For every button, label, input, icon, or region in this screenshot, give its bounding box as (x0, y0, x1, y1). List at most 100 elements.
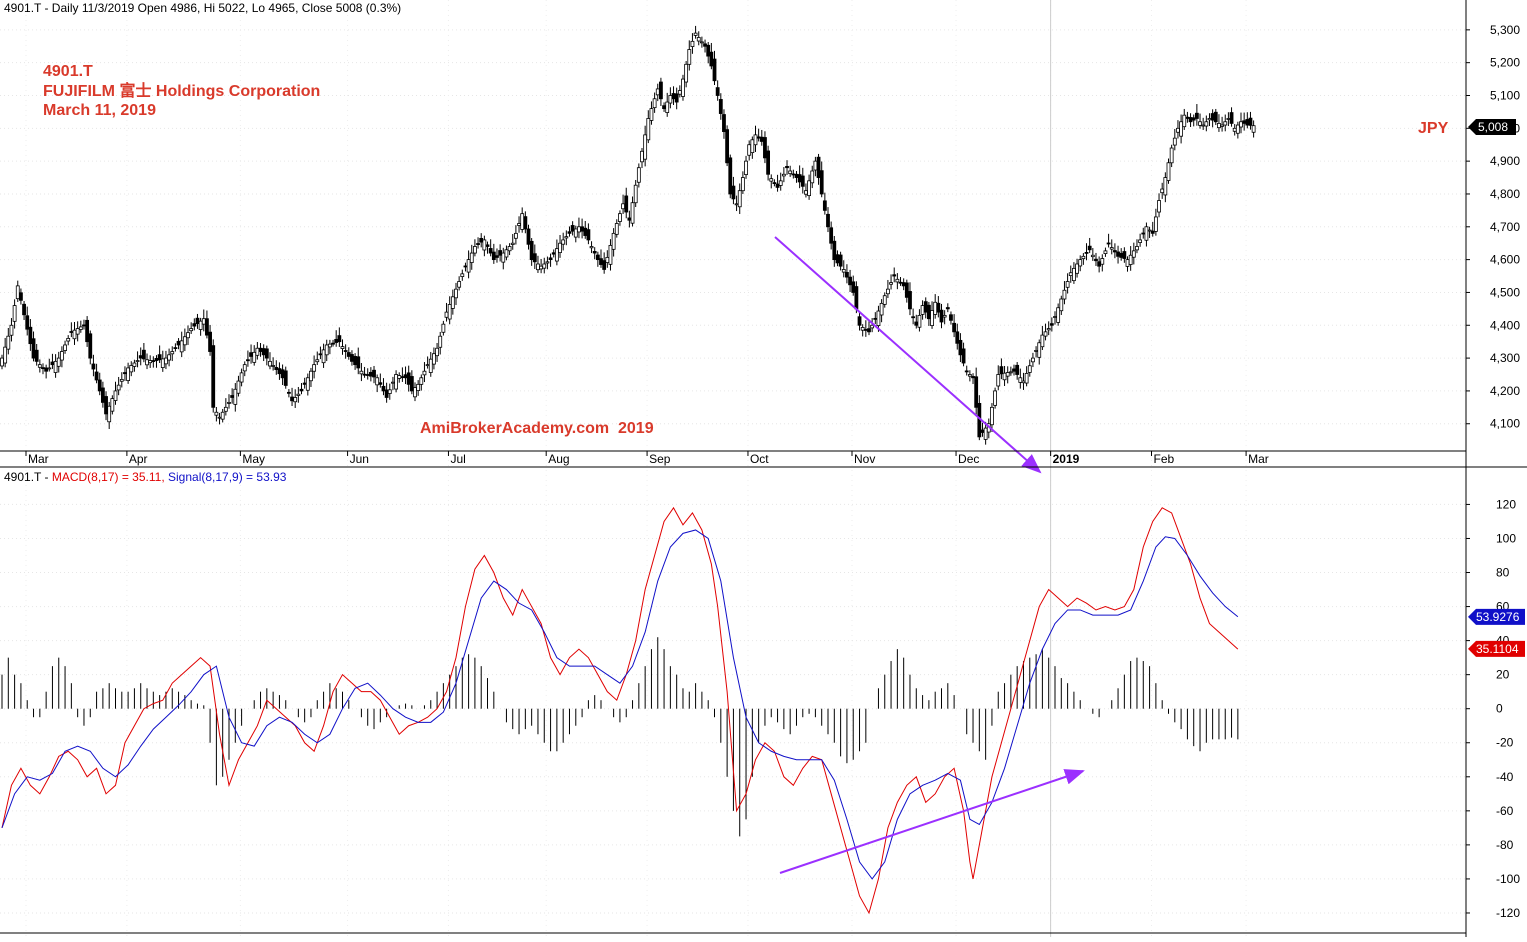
candle (69, 322, 74, 338)
candle (1106, 233, 1111, 248)
candle (113, 381, 118, 405)
candle-body (145, 359, 149, 366)
candle (318, 346, 323, 360)
candle (19, 288, 23, 305)
candle (321, 343, 326, 368)
candle (173, 343, 178, 352)
candle-body (845, 272, 849, 278)
macd-y-tick-label: -40 (1496, 770, 1514, 784)
candle (305, 373, 310, 396)
candle-body (1097, 261, 1102, 267)
candle-body (110, 398, 115, 412)
candle (170, 346, 175, 362)
candle-body (949, 314, 953, 321)
candle-body (510, 242, 515, 245)
candle-body (1191, 117, 1196, 121)
candle (640, 148, 644, 169)
candle-body (249, 352, 253, 357)
candle (589, 241, 594, 254)
candle (904, 279, 909, 303)
candle (258, 342, 263, 357)
candle-body (261, 348, 266, 356)
month-label: May (242, 452, 265, 466)
candle-body (747, 144, 752, 156)
candle-body (1188, 117, 1193, 123)
candle (1012, 364, 1016, 376)
candle (892, 267, 897, 283)
candle (520, 207, 525, 233)
candle-body (564, 236, 569, 239)
candle (536, 255, 540, 273)
candle-body (640, 150, 644, 163)
candle (1188, 113, 1193, 128)
candle (860, 324, 865, 337)
candle (91, 354, 96, 377)
candle (296, 386, 301, 403)
candle (1179, 114, 1184, 144)
candle (236, 375, 241, 397)
candle-body (595, 254, 600, 261)
candle-body (148, 360, 153, 364)
candle-body (873, 317, 878, 320)
candle (233, 383, 238, 412)
candle-body (561, 239, 566, 245)
candle-body (763, 137, 767, 159)
candle-body (457, 281, 462, 288)
candle-body (1210, 113, 1215, 121)
candle (1002, 365, 1007, 386)
candle-body (154, 358, 159, 361)
candle-body (1094, 258, 1098, 262)
candle (577, 217, 581, 239)
candle-body (772, 182, 777, 184)
candle (129, 361, 134, 377)
candle-body (66, 337, 71, 342)
candle-body (476, 243, 480, 245)
candle (772, 179, 777, 187)
candle (416, 380, 421, 396)
macd-uptrend-arrow (779, 769, 1085, 874)
trend-arrows (774, 236, 1085, 874)
candle (469, 244, 474, 270)
candle (249, 344, 253, 364)
candle-body (419, 377, 424, 385)
candle (1008, 366, 1013, 376)
candle-body (766, 150, 771, 175)
candle (914, 314, 919, 329)
candle-body (703, 43, 707, 47)
candle (1153, 208, 1158, 236)
candle (428, 351, 433, 377)
candle (725, 125, 730, 167)
candle (586, 223, 591, 245)
month-label: Aug (548, 452, 569, 466)
candle (160, 350, 165, 372)
candle-body (72, 329, 77, 340)
candle-body (677, 90, 682, 95)
candle-body (312, 364, 317, 372)
candle (3, 337, 8, 368)
candle (1210, 109, 1215, 128)
price-y-tick-label: 4,200 (1490, 384, 1520, 398)
candle (740, 171, 745, 194)
candle-body (826, 213, 830, 228)
candle-body (409, 376, 414, 392)
candle (372, 365, 376, 384)
candle-body (403, 374, 408, 379)
candle-body (1053, 316, 1057, 318)
candle-body (558, 242, 562, 254)
candle-body (955, 331, 960, 344)
candle (66, 335, 71, 346)
candle-body (192, 323, 197, 327)
candle (1015, 362, 1020, 380)
candle (476, 237, 480, 249)
price-y-tick-label: 5,100 (1490, 88, 1520, 102)
macd-y-tick-label: 120 (1496, 497, 1516, 511)
candle-body (542, 263, 547, 269)
candle (942, 310, 947, 325)
candle-body (179, 340, 184, 353)
candle (668, 87, 673, 109)
candle (1217, 114, 1221, 132)
candle (659, 77, 663, 106)
candle-body (353, 356, 358, 366)
candle (791, 169, 796, 179)
